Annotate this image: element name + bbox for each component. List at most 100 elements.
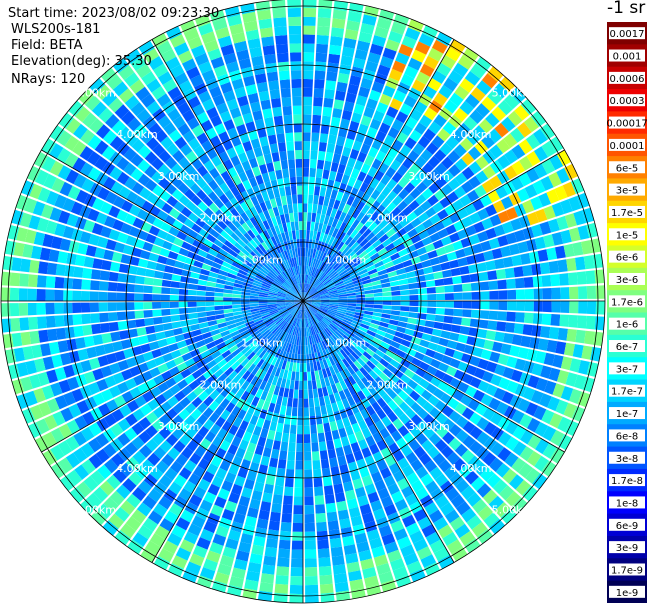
ppi-gate — [377, 325, 388, 333]
ppi-gate — [309, 353, 313, 363]
ppi-gate — [340, 257, 349, 265]
ppi-gate — [80, 426, 95, 442]
ppi-gate — [437, 128, 451, 142]
ppi-gate — [356, 380, 366, 390]
ppi-gate — [275, 196, 282, 207]
ppi-gate — [408, 342, 420, 351]
ppi-gate — [181, 385, 193, 396]
ppi-gate — [117, 273, 128, 283]
ppi-gate — [206, 315, 217, 322]
ppi-gate — [317, 342, 323, 352]
ppi-gate — [319, 360, 325, 370]
ppi-gate — [303, 123, 311, 133]
ppi-gate — [315, 504, 326, 514]
ppi-gate — [312, 114, 322, 125]
ppi-gate — [221, 244, 231, 253]
ppi-gate — [316, 168, 323, 178]
ppi-gate — [454, 158, 468, 172]
ppi-gate — [435, 176, 448, 189]
ppi-gate — [303, 295, 310, 301]
ppi-gate — [259, 582, 274, 593]
ppi-gate — [267, 322, 276, 329]
ppi-gate — [52, 411, 66, 426]
ppi-gate — [81, 178, 95, 193]
ppi-gate — [332, 9, 347, 20]
ppi-gate — [402, 259, 413, 268]
ppi-gate — [327, 326, 335, 334]
ppi-gate — [510, 218, 523, 231]
ppi-gate — [284, 342, 290, 352]
ppi-gate — [143, 293, 153, 301]
ppi-gate — [189, 348, 201, 358]
ppi-gate — [111, 408, 125, 422]
ppi-gate — [404, 27, 421, 41]
ppi-gate — [329, 421, 338, 432]
ppi-gate — [393, 90, 407, 103]
ppi-gate — [356, 301, 366, 304]
ppi-gate — [428, 182, 441, 194]
ppi-gate — [222, 546, 237, 559]
ppi-gate — [80, 360, 92, 373]
ppi-gate — [280, 242, 287, 252]
ppi-gate — [376, 439, 388, 451]
ppi-gate — [303, 425, 310, 435]
ppi-gate — [268, 170, 277, 181]
ppi-gate — [282, 168, 290, 179]
ppi-gate — [349, 120, 360, 132]
ppi-gate — [288, 289, 297, 296]
ppi-gate — [42, 449, 58, 466]
ppi-gate — [263, 279, 273, 285]
ppi-gate — [372, 225, 382, 236]
ppi-gate — [353, 360, 363, 370]
ppi-gate — [471, 521, 488, 537]
ppi-gate — [183, 531, 199, 545]
colorbar-label-bg — [609, 295, 645, 308]
ppi-gate — [264, 546, 277, 558]
ppi-gate — [336, 310, 346, 315]
ppi-gate — [472, 125, 487, 140]
ppi-gate — [304, 274, 307, 284]
ppi-gate — [500, 245, 512, 258]
ppi-gate — [454, 85, 470, 100]
ppi-gate — [210, 266, 220, 274]
ppi-gate — [487, 190, 501, 203]
ppi-gate — [304, 540, 316, 550]
ppi-gate — [311, 302, 321, 306]
ppi-gate — [241, 222, 251, 232]
ppi-gate — [112, 341, 123, 352]
ppi-gate — [28, 422, 42, 439]
ppi-gate — [198, 228, 210, 239]
ppi-gate — [32, 201, 46, 216]
ppi-gate — [327, 309, 337, 314]
ppi-gate — [221, 215, 232, 226]
ppi-gate — [259, 380, 267, 391]
ppi-gate — [494, 502, 511, 518]
ppi-gate — [303, 301, 310, 308]
ppi-gate — [421, 162, 434, 175]
ppi-gate — [400, 444, 413, 457]
ppi-gate — [342, 319, 352, 325]
ppi-gate — [336, 372, 344, 382]
ppi-gate — [324, 244, 331, 254]
ppi-gate — [171, 189, 184, 201]
ppi-gate — [356, 401, 366, 412]
ppi-gate — [402, 333, 413, 342]
ppi-gate — [280, 522, 292, 532]
ppi-gate — [311, 277, 317, 286]
ppi-gate — [254, 378, 263, 389]
ppi-gate — [479, 310, 490, 320]
ppi-gate — [367, 166, 378, 178]
ppi-gate — [163, 122, 177, 136]
ppi-gate — [386, 423, 397, 435]
ppi-gate — [399, 311, 409, 317]
ppi-gate — [299, 229, 303, 239]
ppi-gate — [71, 362, 84, 376]
ppi-gate — [435, 495, 450, 509]
ppi-gate — [336, 500, 348, 512]
ppi-gate — [296, 275, 300, 284]
range-ring-label: 1.00km — [241, 253, 283, 266]
ppi-gate — [517, 347, 529, 360]
ppi-gate — [350, 322, 360, 329]
ppi-gate — [207, 483, 220, 496]
ppi-gate — [365, 348, 375, 357]
